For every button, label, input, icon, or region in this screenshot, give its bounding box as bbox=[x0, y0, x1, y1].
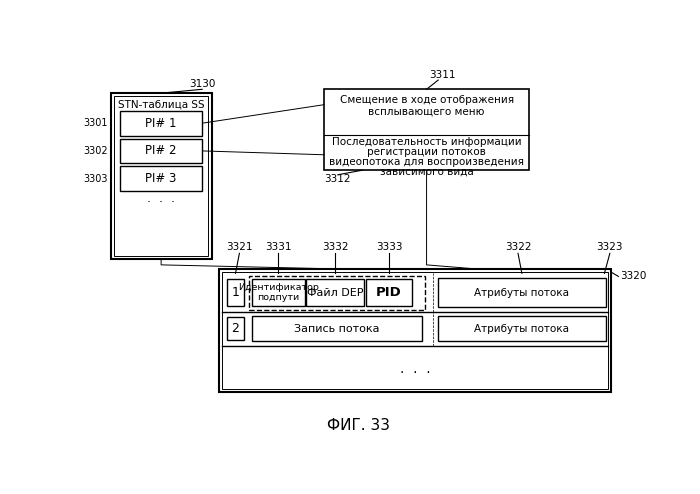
Bar bbox=[111, 93, 211, 259]
Text: 3311: 3311 bbox=[429, 71, 455, 81]
Text: 3320: 3320 bbox=[620, 271, 646, 282]
Text: ·  ·  ·: · · · bbox=[147, 196, 175, 209]
Bar bbox=[227, 280, 244, 306]
Text: 3321: 3321 bbox=[226, 242, 253, 252]
Bar bbox=[438, 317, 606, 341]
Bar bbox=[120, 139, 202, 163]
Bar bbox=[248, 276, 426, 310]
Bar bbox=[365, 280, 412, 306]
Bar bbox=[120, 166, 202, 191]
Text: 1: 1 bbox=[232, 286, 239, 299]
Text: 3332: 3332 bbox=[322, 242, 349, 252]
Bar bbox=[306, 280, 364, 306]
Bar bbox=[438, 278, 606, 307]
Text: PI# 3: PI# 3 bbox=[146, 172, 177, 185]
Text: Запись потока: Запись потока bbox=[294, 324, 380, 334]
Text: Последовательность информации: Последовательность информации bbox=[332, 137, 522, 147]
Text: 3312: 3312 bbox=[325, 174, 351, 184]
Text: 3303: 3303 bbox=[83, 173, 108, 184]
Bar bbox=[114, 96, 209, 255]
Text: 3301: 3301 bbox=[83, 118, 108, 128]
Text: Атрибуты потока: Атрибуты потока bbox=[475, 324, 569, 334]
Text: 3333: 3333 bbox=[376, 242, 402, 252]
Text: 3331: 3331 bbox=[265, 242, 291, 252]
Text: зависимого вида: зависимого вида bbox=[379, 167, 473, 177]
Text: PI# 1: PI# 1 bbox=[146, 117, 177, 130]
Bar bbox=[223, 272, 608, 389]
Text: 3130: 3130 bbox=[189, 79, 216, 89]
Bar bbox=[252, 280, 304, 306]
Text: Смещение в ходе отображения: Смещение в ходе отображения bbox=[340, 95, 514, 106]
Bar bbox=[252, 317, 422, 341]
Text: STN-таблица SS: STN-таблица SS bbox=[118, 99, 204, 109]
Text: 3322: 3322 bbox=[505, 242, 531, 252]
Text: ·  ·  ·: · · · bbox=[400, 367, 430, 380]
Text: PI# 2: PI# 2 bbox=[146, 144, 177, 158]
Text: регистрации потоков: регистрации потоков bbox=[367, 147, 486, 157]
Text: 2: 2 bbox=[232, 322, 239, 335]
Bar bbox=[324, 89, 529, 170]
Text: PID: PID bbox=[376, 286, 402, 299]
Text: ФИГ. 33: ФИГ. 33 bbox=[328, 418, 391, 433]
Text: Идентификатор
подпути: Идентификатор подпути bbox=[238, 283, 318, 302]
Text: 3323: 3323 bbox=[596, 242, 623, 252]
Bar bbox=[120, 111, 202, 135]
Bar bbox=[219, 269, 610, 392]
Text: 3302: 3302 bbox=[83, 146, 108, 156]
Text: видеопотока для воспроизведения: видеопотока для воспроизведения bbox=[329, 157, 524, 167]
Text: всплывающего меню: всплывающего меню bbox=[368, 106, 484, 116]
Text: Атрибуты потока: Атрибуты потока bbox=[475, 288, 569, 297]
Bar bbox=[227, 317, 244, 340]
Text: Файл DEP: Файл DEP bbox=[307, 288, 363, 297]
